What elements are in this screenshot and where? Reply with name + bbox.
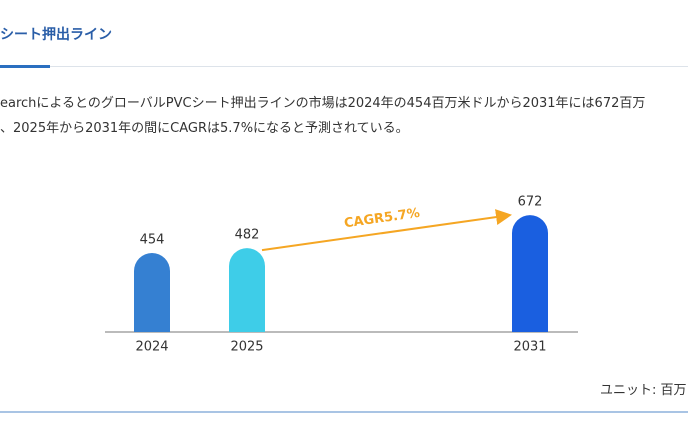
value-label: 454 xyxy=(140,233,165,248)
cagr-arrow xyxy=(261,209,512,252)
paragraph-line: earchによるとのグローバルPVCシート押出ラインの市場は2024年の454百… xyxy=(0,96,646,111)
tab-title[interactable]: シート押出ライン xyxy=(0,27,112,43)
value-label: 482 xyxy=(235,228,260,243)
unit-label: ユニット: 百万 xyxy=(600,383,687,398)
bottom-border xyxy=(0,411,688,413)
value-label: 672 xyxy=(518,195,543,210)
cagr-label: CAGR5.7% xyxy=(343,206,421,232)
paragraph-line: 、2025年から2031年の間にCAGRは5.7%になると予測されている。 xyxy=(0,121,409,136)
x-tick-label: 2031 xyxy=(513,340,546,355)
bar xyxy=(512,215,548,332)
divider xyxy=(0,66,688,67)
bar xyxy=(229,248,265,332)
bar xyxy=(134,253,170,332)
x-tick-label: 2025 xyxy=(230,340,263,355)
tab-underline xyxy=(0,65,50,68)
x-tick-label: 2024 xyxy=(135,340,168,355)
